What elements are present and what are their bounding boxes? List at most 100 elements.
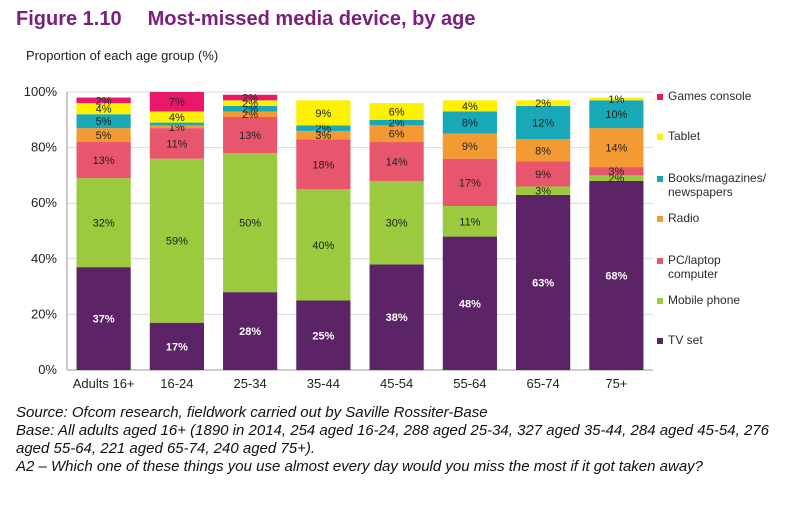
data-label: 63%	[532, 277, 554, 289]
figure-title-text: Most-missed media device, by age	[147, 8, 476, 30]
question-note: A2 – Which one of these things you use a…	[16, 458, 704, 475]
legend-label: Books/magazines/	[668, 171, 767, 185]
legend-swatch	[657, 176, 663, 182]
data-label: 37%	[93, 314, 115, 326]
data-label: 2%	[242, 109, 258, 121]
bar-segment	[149, 125, 204, 129]
data-label: 14%	[605, 143, 627, 155]
data-label: 40%	[312, 240, 334, 252]
x-tick-label: 35-44	[307, 376, 340, 391]
data-label: 7%	[169, 97, 185, 109]
bar-segment	[589, 97, 644, 101]
legend-swatch	[657, 258, 663, 264]
bar-segment	[369, 142, 424, 181]
bar-segment	[516, 194, 571, 370]
data-label: 2%	[242, 104, 258, 116]
data-label: 11%	[166, 138, 187, 150]
bar-segment	[149, 322, 204, 370]
data-label: 17%	[166, 341, 188, 353]
legend-swatch	[657, 94, 663, 100]
legend-label: Radio	[668, 211, 700, 225]
bar-segment	[442, 111, 497, 134]
data-label: 25%	[312, 330, 334, 342]
legend-swatch	[657, 298, 663, 304]
bar-segment	[369, 180, 424, 265]
data-label: 3%	[535, 186, 551, 198]
x-tick-label: 55-64	[453, 376, 486, 391]
x-tick-label: 16-24	[160, 376, 193, 391]
figure-title: Figure 1.10 Most-missed media device, by …	[16, 8, 476, 31]
x-tick-label: 45-54	[380, 376, 413, 391]
base-note: Base: All adults aged 16+ (1890 in 2014,…	[16, 422, 769, 457]
data-label: 1%	[608, 94, 624, 106]
legend-swatch	[657, 134, 663, 140]
bar-segment	[369, 103, 424, 120]
x-tick-label: 25-34	[234, 376, 267, 391]
y-tick-label: 40%	[31, 251, 57, 266]
bar-segment	[149, 128, 204, 159]
bar-segment	[442, 205, 497, 237]
data-label: 2%	[242, 93, 258, 105]
bar-segment	[223, 111, 278, 118]
data-label: 30%	[386, 218, 408, 230]
bar-segment	[223, 100, 278, 106]
y-tick-label: 100%	[24, 84, 58, 99]
data-label: 2%	[315, 123, 331, 135]
data-label: 9%	[462, 141, 478, 153]
bar-segment	[369, 125, 424, 143]
data-label: 2%	[535, 98, 551, 110]
data-label: 2%	[242, 98, 258, 110]
bar-segment	[296, 139, 351, 190]
data-label: 68%	[605, 270, 627, 282]
source-note: Source: Ofcom research, fieldwork carrie…	[16, 404, 488, 421]
data-label: 12%	[532, 118, 554, 130]
bar-segment	[369, 264, 424, 370]
data-label: 50%	[239, 218, 261, 230]
y-tick-label: 20%	[31, 306, 57, 321]
x-tick-label: 75+	[605, 376, 627, 391]
legend-swatch	[657, 338, 663, 344]
data-label: 6%	[389, 129, 405, 141]
bar-segment	[516, 139, 571, 162]
bar-segment	[442, 133, 497, 159]
data-label: 5%	[96, 130, 112, 142]
y-tick-label: 80%	[31, 140, 57, 155]
legend-label: PC/laptop	[668, 253, 721, 267]
bar-segment	[149, 92, 204, 112]
bar-segment	[442, 100, 497, 112]
data-label: 4%	[169, 112, 185, 124]
bar-segment	[223, 117, 278, 154]
bar-segment	[76, 114, 131, 129]
data-label: 8%	[535, 145, 551, 157]
bar-segment	[223, 292, 278, 370]
data-label: 14%	[386, 157, 408, 169]
bar-segment	[589, 180, 644, 370]
y-tick-label: 0%	[38, 362, 57, 377]
bar-segment	[589, 128, 644, 168]
data-label: 13%	[93, 155, 115, 167]
legend-label: newspapers	[668, 185, 733, 199]
figure-number: Figure 1.10	[16, 8, 122, 30]
bar-segment	[516, 161, 571, 187]
x-tick-label: Adults 16+	[73, 376, 135, 391]
data-label: 3%	[608, 166, 624, 178]
bar-segment	[296, 125, 351, 131]
bar-segment	[223, 105, 278, 112]
bar-segment	[589, 175, 644, 181]
data-label: 18%	[312, 159, 334, 171]
bar-segment	[369, 119, 424, 126]
bar-segment	[516, 105, 571, 140]
bar-segment	[589, 100, 644, 129]
bar-segment	[442, 158, 497, 206]
data-label: 9%	[535, 169, 551, 181]
data-label: 2%	[96, 95, 112, 107]
bar-segment	[149, 122, 204, 126]
data-label: 17%	[459, 177, 481, 189]
bar-segment	[516, 100, 571, 106]
bar-segment	[149, 158, 204, 323]
legend-label: TV set	[668, 333, 703, 347]
data-label: 13%	[239, 130, 261, 142]
data-label: 9%	[315, 108, 331, 120]
data-label: 38%	[386, 312, 408, 324]
bar-segment	[296, 189, 351, 301]
